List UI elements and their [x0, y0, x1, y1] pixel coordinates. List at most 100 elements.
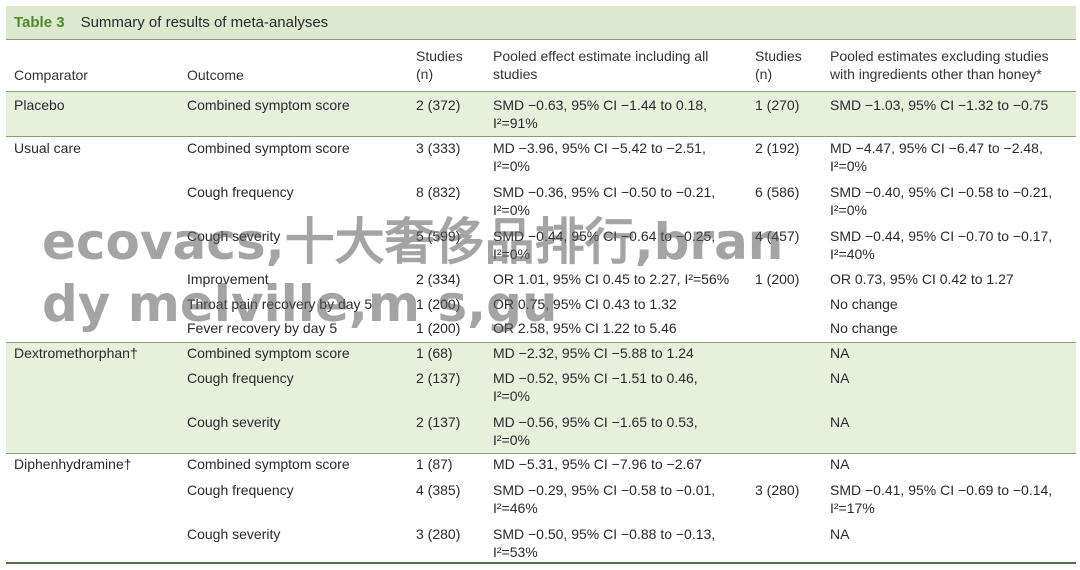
cell-line: OR 0.75, 95% CI 0.43 to 1.32	[493, 296, 677, 312]
cell-line: SMD −0.44, 95% CI −0.70 to −0.17,	[830, 228, 1053, 244]
cell-line: Cough severity	[187, 228, 281, 244]
cell-line: OR 1.01, 95% CI 0.45 to 2.27, I²=56%	[493, 271, 730, 287]
comparator-cell: Dextromethorphan†	[14, 344, 138, 362]
header-line: studies	[493, 66, 538, 82]
estimate-excl-cell: MD −4.47, 95% CI −6.47 to −2.48, I²=0%	[830, 139, 1043, 175]
estimate-excl-cell: SMD −0.40, 95% CI −0.58 to −0.21, I²=0%	[830, 183, 1052, 219]
estimate-all-cell: OR 0.75, 95% CI 0.43 to 1.32	[493, 295, 677, 313]
outcome-cell: Combined symptom score	[187, 96, 350, 114]
cell-line: I²=0%	[830, 158, 867, 174]
studies-excl-cell: 4 (457)	[755, 227, 799, 245]
header-line: Studies	[755, 48, 802, 64]
header-pooled-all: Pooled effect estimate including all stu…	[493, 47, 708, 83]
cell-line: 1 (68)	[416, 345, 453, 361]
header-line: Studies	[416, 48, 463, 64]
estimate-excl-cell: NA	[830, 369, 849, 387]
cell-line: 2 (372)	[416, 97, 461, 113]
cell-line: I²=53%	[493, 544, 538, 560]
estimate-excl-cell: SMD −0.44, 95% CI −0.70 to −0.17, I²=40%	[830, 227, 1052, 263]
cell-line: Usual care	[14, 140, 81, 156]
table-label: Table 3	[14, 14, 65, 31]
cell-line: Fever recovery by day 5	[187, 320, 338, 336]
cell-line: 3 (333)	[416, 140, 461, 156]
studies-excl-cell: 1 (270)	[755, 96, 799, 114]
cell-line: 2 (137)	[416, 414, 461, 430]
cell-line: SMD −0.63, 95% CI −1.44 to 0.18,	[493, 97, 708, 113]
cell-line: 3 (280)	[755, 482, 800, 498]
estimate-excl-cell: No change	[830, 319, 898, 337]
outcome-cell: Cough frequency	[187, 369, 294, 387]
cell-line: I²=40%	[830, 246, 875, 262]
cell-line: 3 (280)	[416, 526, 461, 542]
cell-line: No change	[830, 296, 898, 312]
cell-line: Throat pain recovery by day 5	[187, 296, 373, 312]
header-line: Pooled estimates excluding studies	[830, 48, 1049, 64]
cell-line: SMD −0.41, 95% CI −0.69 to −0.14,	[830, 482, 1053, 498]
outcome-cell: Combined symptom score	[187, 139, 350, 157]
header-outcome: Outcome	[187, 67, 244, 83]
studies-all-cell: 1 (200)	[416, 319, 460, 337]
cell-line: NA	[830, 414, 850, 430]
outcome-cell: Cough frequency	[187, 481, 294, 499]
outcome-cell: Combined symptom score	[187, 344, 350, 362]
cell-line: 8 (832)	[416, 184, 461, 200]
estimate-excl-cell: SMD −0.41, 95% CI −0.69 to −0.14, I²=17%	[830, 481, 1052, 517]
estimate-all-cell: OR 2.58, 95% CI 1.22 to 5.46	[493, 319, 677, 337]
studies-excl-cell: 2 (192)	[755, 139, 799, 157]
cell-line: 1 (200)	[416, 320, 461, 336]
studies-all-cell: 2 (334)	[416, 270, 460, 288]
header-comparator: Comparator	[14, 67, 88, 83]
table-title-bar: Table 3 Summary of results of meta-analy…	[6, 6, 1076, 40]
cell-line: I²=0%	[493, 388, 530, 404]
outcome-cell: Cough severity	[187, 525, 280, 543]
cell-line: Cough frequency	[187, 184, 294, 200]
header-rule	[6, 91, 1076, 92]
cell-line: Combined symptom score	[187, 345, 350, 361]
outcome-cell: Cough frequency	[187, 183, 294, 201]
estimate-excl-cell: OR 0.73, 95% CI 0.42 to 1.27	[830, 270, 1014, 288]
studies-all-cell: 1 (200)	[416, 295, 460, 313]
comparator-cell: Diphenhydramine†	[14, 455, 132, 473]
studies-all-cell: 2 (137)	[416, 369, 460, 387]
studies-all-cell: 1 (68)	[416, 344, 453, 362]
cell-line: 2 (334)	[416, 271, 461, 287]
studies-all-cell: 3 (280)	[416, 525, 460, 543]
estimate-all-cell: SMD −0.50, 95% CI −0.88 to −0.13, I²=53%	[493, 525, 715, 561]
cell-line: I²=0%	[493, 432, 530, 448]
studies-all-cell: 8 (832)	[416, 183, 460, 201]
cell-line: Cough severity	[187, 414, 281, 430]
header-pooled-excl: Pooled estimates excluding studies with …	[830, 47, 1049, 83]
cell-line: I²=0%	[830, 202, 867, 218]
cell-line: 1 (270)	[755, 97, 800, 113]
cell-line: NA	[830, 370, 850, 386]
outcome-cell: Cough severity	[187, 413, 280, 431]
cell-line: SMD −0.36, 95% CI −0.50 to −0.21,	[493, 184, 716, 200]
studies-all-cell: 3 (333)	[416, 139, 460, 157]
cell-line: Cough frequency	[187, 482, 294, 498]
cell-line: Improvement	[187, 271, 269, 287]
comparator-cell: Usual care	[14, 139, 81, 157]
estimate-excl-cell: No change	[830, 295, 898, 313]
cell-line: Placebo	[14, 97, 65, 113]
cell-line: I²=0%	[493, 246, 530, 262]
estimate-excl-cell: NA	[830, 344, 849, 362]
cell-line: Combined symptom score	[187, 140, 350, 156]
cell-line: MD −3.96, 95% CI −5.42 to −2.51,	[493, 140, 706, 156]
cell-line: NA	[830, 456, 850, 472]
results-table: Table 3 Summary of results of meta-analy…	[6, 6, 1076, 564]
cell-line: Cough frequency	[187, 370, 294, 386]
cell-line: No change	[830, 320, 898, 336]
studies-excl-cell: 6 (586)	[755, 183, 799, 201]
estimate-all-cell: OR 1.01, 95% CI 0.45 to 2.27, I²=56%	[493, 270, 729, 288]
studies-excl-cell: 3 (280)	[755, 481, 799, 499]
header-studies-excl: Studies (n)	[755, 47, 802, 83]
cell-line: I²=46%	[493, 500, 538, 516]
estimate-all-cell: MD −0.56, 95% CI −1.65 to 0.53, I²=0%	[493, 413, 698, 449]
group-rule	[6, 453, 1076, 454]
estimate-all-cell: SMD −0.36, 95% CI −0.50 to −0.21, I²=0%	[493, 183, 715, 219]
studies-all-cell: 4 (385)	[416, 481, 460, 499]
estimate-all-cell: MD −3.96, 95% CI −5.42 to −2.51, I²=0%	[493, 139, 706, 175]
outcome-cell: Throat pain recovery by day 5	[187, 295, 372, 313]
cell-line: 2 (192)	[755, 140, 800, 156]
studies-all-cell: 1 (87)	[416, 455, 453, 473]
